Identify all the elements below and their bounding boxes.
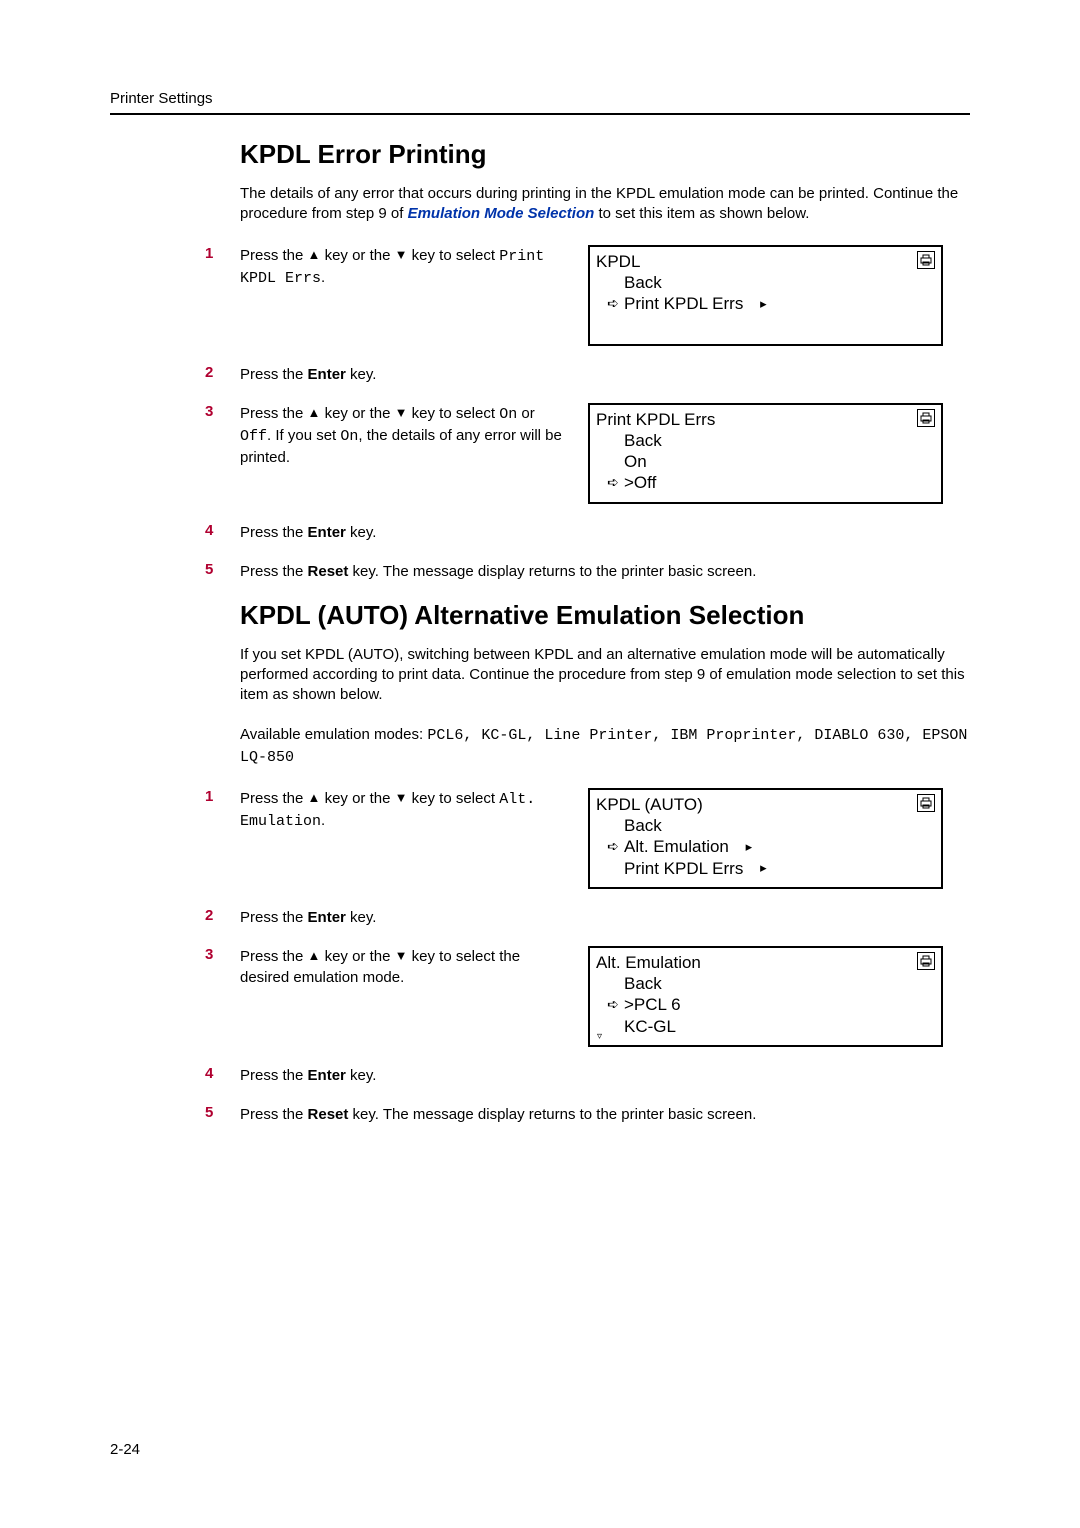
step-3: Press the ▲ key or the ▼ key to select t… xyxy=(205,946,970,1047)
step-text: Press the ▲ key or the ▼ key to select P… xyxy=(240,245,570,289)
submenu-caret-icon: ▸ xyxy=(743,860,783,876)
lcd-row: Back xyxy=(624,272,662,293)
down-key-icon: ▼ xyxy=(395,246,408,264)
printer-icon xyxy=(917,952,935,970)
selection-arrow-icon: ➪ xyxy=(602,295,624,313)
selection-arrow-icon: ➪ xyxy=(602,474,624,492)
submenu-caret-icon: ▸ xyxy=(743,296,783,312)
lcd-display: Print KPDL Errs Back On ➪>Off xyxy=(588,403,943,504)
step-2: Press the Enter key. xyxy=(205,364,970,385)
step-1: Press the ▲ key or the ▼ key to select A… xyxy=(205,788,970,889)
lcd-display: KPDL Back ➪Print KPDL Errs▸ xyxy=(588,245,943,346)
submenu-caret-icon: ▸ xyxy=(729,839,769,855)
document-page: Printer Settings KPDL Error Printing The… xyxy=(0,0,1080,1528)
step-3: Press the ▲ key or the ▼ key to select O… xyxy=(205,403,970,504)
reset-key: Reset xyxy=(308,1106,349,1123)
lcd-row: On xyxy=(624,451,647,472)
step-2: Press the Enter key. xyxy=(205,907,970,928)
section1-intro: The details of any error that occurs dur… xyxy=(240,184,970,225)
section1-heading: KPDL Error Printing xyxy=(240,139,970,170)
up-key-icon: ▲ xyxy=(308,246,321,264)
lcd-title: Alt. Emulation xyxy=(596,952,701,973)
step-5: Press the Reset key. The message display… xyxy=(205,1104,970,1125)
step-text: Press the ▲ key or the ▼ key to select O… xyxy=(240,403,570,468)
printer-icon xyxy=(917,794,935,812)
selection-arrow-icon: ➪ xyxy=(602,838,624,856)
running-head: Printer Settings xyxy=(110,90,970,107)
enter-key: Enter xyxy=(308,524,346,541)
lcd-row: >PCL 6 xyxy=(624,994,681,1015)
lcd-display: KPDL (AUTO) Back ➪Alt. Emulation▸ Print … xyxy=(588,788,943,889)
section2-modes: Available emulation modes: PCL6, KC-GL, … xyxy=(240,725,970,768)
selection-arrow-icon: ➪ xyxy=(602,996,624,1014)
section2-steps: Press the ▲ key or the ▼ key to select A… xyxy=(240,788,970,1125)
down-key-icon: ▼ xyxy=(395,947,408,965)
lcd-row: KC-GL xyxy=(624,1016,676,1037)
lcd-display: Alt. Emulation Back ➪>PCL 6 KC-GL ▿ xyxy=(588,946,943,1047)
emulation-mode-selection-link[interactable]: Emulation Mode Selection xyxy=(408,205,595,222)
enter-key: Enter xyxy=(308,366,346,383)
lcd-title: Print KPDL Errs xyxy=(596,409,715,430)
reset-key: Reset xyxy=(308,563,349,580)
lcd-row: Back xyxy=(624,430,662,451)
lcd-row: Back xyxy=(624,815,662,836)
down-key-icon: ▼ xyxy=(395,789,408,807)
lcd-title: KPDL (AUTO) xyxy=(596,794,703,815)
section2-heading: KPDL (AUTO) Alternative Emulation Select… xyxy=(240,600,970,631)
step-4: Press the Enter key. xyxy=(205,1065,970,1086)
enter-key: Enter xyxy=(308,909,346,926)
header-rule xyxy=(110,113,970,115)
step-1: Press the ▲ key or the ▼ key to select P… xyxy=(205,245,970,346)
up-key-icon: ▲ xyxy=(308,789,321,807)
lcd-row: Alt. Emulation xyxy=(624,836,729,857)
lcd-row: Back xyxy=(624,973,662,994)
step-5: Press the Reset key. The message display… xyxy=(205,561,970,582)
page-number: 2-24 xyxy=(110,1441,140,1458)
printer-icon xyxy=(917,409,935,427)
up-key-icon: ▲ xyxy=(308,947,321,965)
lcd-row: Print KPDL Errs xyxy=(624,858,743,879)
text: to set this item as shown below. xyxy=(594,205,809,222)
lcd-row: >Off xyxy=(624,472,656,493)
main-content: KPDL Error Printing The details of any e… xyxy=(240,139,970,1125)
section2-intro: If you set KPDL (AUTO), switching betwee… xyxy=(240,645,970,706)
lcd-title: KPDL xyxy=(596,251,640,272)
step-text: Press the ▲ key or the ▼ key to select t… xyxy=(240,946,570,988)
section1-steps: Press the ▲ key or the ▼ key to select P… xyxy=(240,245,970,582)
step-text: Press the ▲ key or the ▼ key to select A… xyxy=(240,788,570,832)
lcd-row: Print KPDL Errs xyxy=(624,293,743,314)
step-4: Press the Enter key. xyxy=(205,522,970,543)
up-key-icon: ▲ xyxy=(308,404,321,422)
printer-icon xyxy=(917,251,935,269)
enter-key: Enter xyxy=(308,1067,346,1084)
down-key-icon: ▼ xyxy=(395,404,408,422)
scroll-down-icon: ▿ xyxy=(597,1032,602,1042)
